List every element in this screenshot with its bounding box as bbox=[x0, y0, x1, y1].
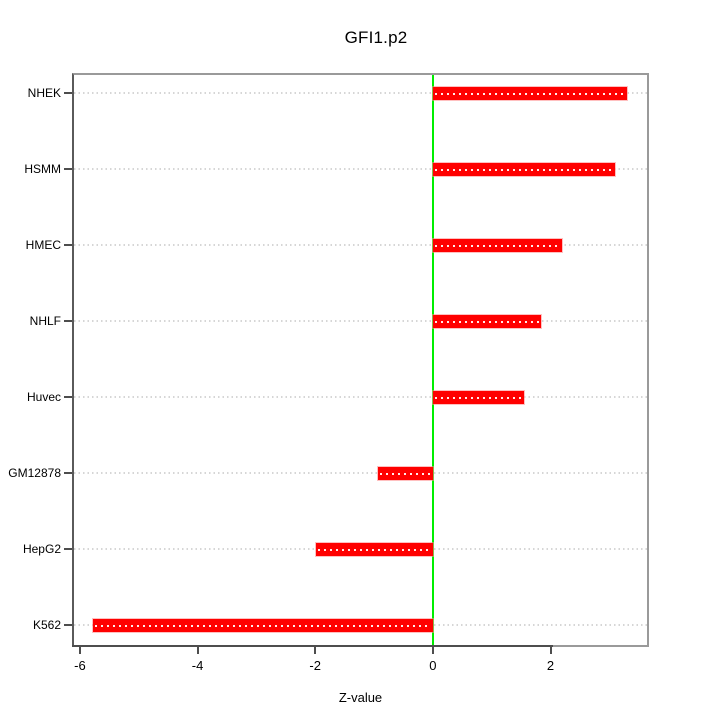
grid-line bbox=[74, 472, 647, 474]
grid-line bbox=[74, 396, 647, 398]
x-tick bbox=[549, 645, 552, 654]
x-tick bbox=[314, 645, 317, 654]
y-tick bbox=[64, 92, 72, 94]
y-tick-label: HMEC bbox=[25, 238, 61, 252]
x-axis-label: Z-value bbox=[338, 690, 383, 705]
y-tick-label: NHLF bbox=[29, 314, 61, 328]
grid-line bbox=[74, 92, 647, 94]
x-tick bbox=[431, 645, 434, 654]
x-tick bbox=[78, 645, 81, 654]
bar bbox=[432, 391, 525, 404]
bottom-axis-line bbox=[72, 645, 553, 647]
y-tick-label: Huvec bbox=[26, 390, 61, 404]
chart-title: GFI1.p2 bbox=[344, 28, 408, 47]
bar bbox=[432, 163, 615, 176]
y-tick bbox=[64, 548, 72, 550]
y-tick-label: K562 bbox=[32, 618, 61, 632]
bar bbox=[432, 315, 541, 328]
x-tick-label: -2 bbox=[309, 658, 321, 673]
x-tick-label: -6 bbox=[74, 658, 86, 673]
bar bbox=[432, 87, 627, 100]
x-tick-label: -4 bbox=[191, 658, 204, 673]
y-tick-label: NHEK bbox=[27, 86, 61, 100]
y-tick-label: HepG2 bbox=[22, 542, 61, 556]
y-tick bbox=[64, 244, 72, 246]
grid-line bbox=[74, 168, 647, 170]
y-tick bbox=[64, 396, 72, 398]
y-tick bbox=[64, 472, 72, 474]
x-tick-label: 0 bbox=[429, 658, 437, 673]
grid-line bbox=[74, 320, 647, 322]
zero-reference-line bbox=[431, 75, 434, 645]
x-tick bbox=[196, 645, 199, 654]
y-tick bbox=[64, 168, 72, 170]
y-tick-label: HSMM bbox=[24, 162, 61, 176]
x-tick-label: 2 bbox=[546, 658, 555, 673]
grid-line bbox=[74, 244, 647, 246]
bar bbox=[377, 467, 433, 480]
bar bbox=[315, 543, 433, 556]
plot-area: NHEK HSMM HMEC NHLF Huvec GM12878 HepG2 K562 -6 -… bbox=[8, 73, 649, 673]
y-tick-label: GM12878 bbox=[8, 466, 61, 480]
y-tick bbox=[64, 320, 72, 322]
bar bbox=[92, 619, 433, 632]
y-tick bbox=[64, 624, 72, 626]
bar bbox=[432, 239, 563, 252]
